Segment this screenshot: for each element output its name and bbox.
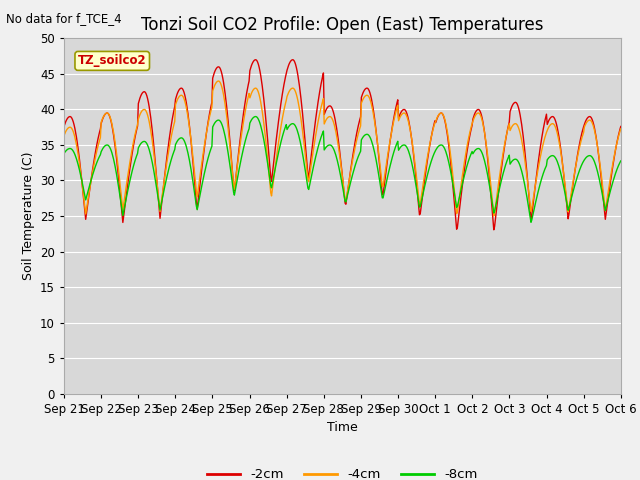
X-axis label: Time: Time (327, 421, 358, 434)
Legend: -2cm, -4cm, -8cm: -2cm, -4cm, -8cm (202, 463, 483, 480)
Y-axis label: Soil Temperature (C): Soil Temperature (C) (22, 152, 35, 280)
Text: No data for f_TCE_4: No data for f_TCE_4 (6, 12, 122, 25)
Text: TZ_soilco2: TZ_soilco2 (78, 54, 147, 67)
Title: Tonzi Soil CO2 Profile: Open (East) Temperatures: Tonzi Soil CO2 Profile: Open (East) Temp… (141, 16, 543, 34)
